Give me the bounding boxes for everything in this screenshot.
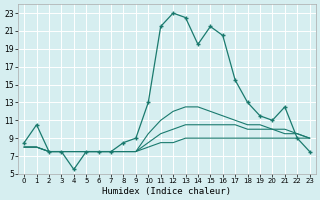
X-axis label: Humidex (Indice chaleur): Humidex (Indice chaleur) <box>102 187 231 196</box>
